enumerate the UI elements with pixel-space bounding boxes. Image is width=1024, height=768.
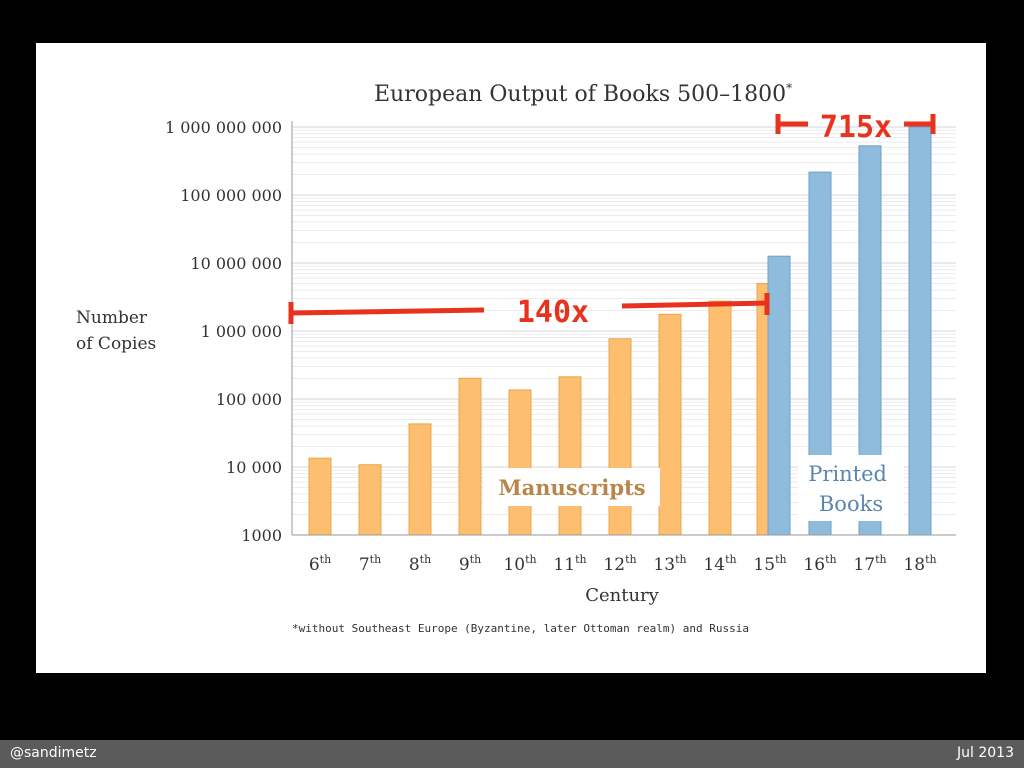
annotation-140x-text: 140x (517, 295, 589, 330)
annotation-140x (288, 293, 770, 324)
x-tick-label: 13th (653, 553, 686, 575)
y-tick-label: 100 000 000 (180, 186, 282, 205)
annotation-140x-left-line (290, 307, 485, 316)
x-tick-labels: 6th 7th 8th 9th 10th 11th 12th 13th 14th 15th 16th… (309, 553, 937, 575)
x-tick-label: 7th (359, 553, 381, 575)
manuscripts-label-bg (484, 468, 660, 506)
x-tick-label: 12th (603, 553, 636, 575)
x-tick-label: 16th (803, 553, 836, 575)
x-tick-label: 8th (409, 553, 431, 575)
x-tick-label: 10th (503, 553, 536, 575)
x-tick-label: 9th (459, 553, 481, 575)
manuscript-bar (358, 464, 382, 536)
y-tick-label: 10 000 000 (190, 254, 282, 273)
printed-books-label: Printed Books (808, 462, 893, 516)
manuscript-bar (308, 457, 332, 536)
manuscript-bar (658, 313, 682, 536)
printed-book-bar (908, 126, 932, 536)
y-tick-label: 1 000 000 000 (165, 118, 282, 137)
annotation-140x-right-line (621, 300, 768, 309)
manuscripts-label: Manuscripts (498, 475, 645, 500)
chart-svg: 1000 10 000 100 000 1 000 000 10 000 000 100 … (76, 81, 956, 635)
annotation-715x (775, 114, 936, 134)
bars (308, 126, 932, 536)
manuscript-bar (508, 389, 532, 536)
printed-book-bar (767, 255, 791, 536)
chart-footnote: *without Southeast Europe (Byzantine, la… (292, 622, 749, 635)
printed-books-label-bg (798, 455, 904, 521)
y-tick-label: 100 000 (216, 390, 282, 409)
y-axis-label: Number of Copies (76, 308, 156, 354)
author-handle: @sandimetz (10, 745, 97, 761)
annotation-715x-text: 715x (820, 110, 892, 145)
manuscript-bar (558, 376, 582, 536)
x-tick-label: 11th (553, 553, 586, 575)
manuscript-bar (458, 377, 482, 536)
y-tick-labels: 1000 10 000 100 000 1 000 000 10 000 000 100 … (165, 118, 282, 545)
axes (291, 121, 956, 536)
slide-date: Jul 2013 (957, 745, 1014, 761)
y-tick-label: 1000 (241, 526, 282, 545)
x-tick-label: 17th (853, 553, 886, 575)
y-tick-label: 10 000 (226, 458, 282, 477)
x-tick-label: 18th (903, 553, 936, 575)
chart-title: European Output of Books 500–1800* (374, 81, 792, 107)
manuscript-bar (408, 423, 432, 536)
x-axis-label: Century (585, 585, 659, 606)
x-tick-label: 6th (309, 553, 331, 575)
x-tick-label: 14th (703, 553, 736, 575)
x-tick-label: 15th (753, 553, 786, 575)
chart-panel: 1000 10 000 100 000 1 000 000 10 000 000 100 … (36, 43, 986, 673)
slide-footer: @sandimetz Jul 2013 (0, 740, 1024, 768)
manuscript-bar (708, 300, 732, 536)
y-tick-label: 1 000 000 (201, 322, 282, 341)
